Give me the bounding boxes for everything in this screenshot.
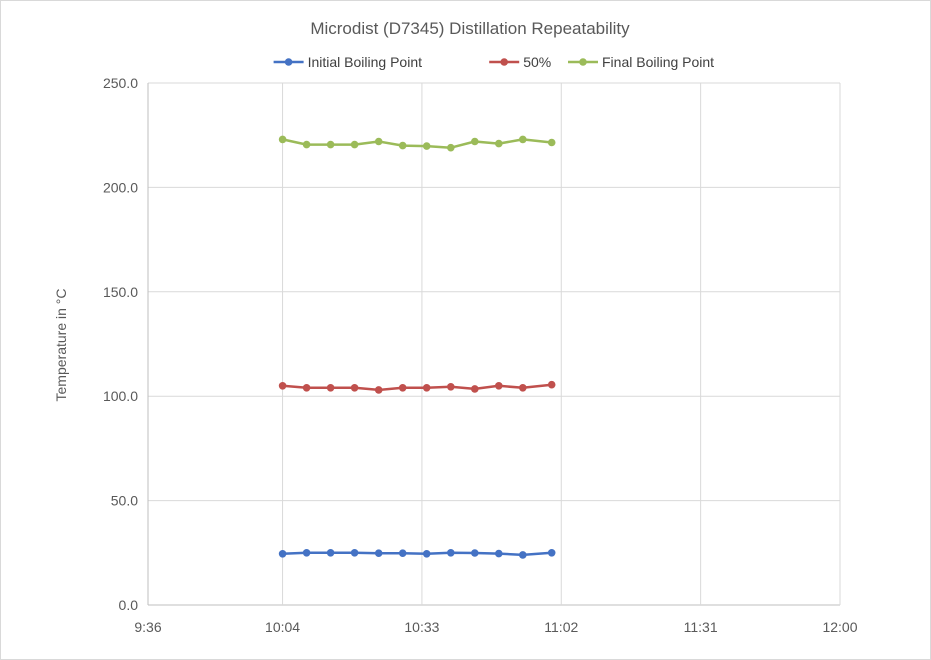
- data-point-final-boiling-point: [519, 135, 527, 144]
- data-point-50: [302, 384, 311, 392]
- data-point-initial-boiling-point: [447, 549, 455, 557]
- legend: Initial Boiling Point 50% Final Boiling Po…: [273, 54, 714, 70]
- series-lines: [282, 138, 552, 557]
- x-tick-label: 11:31: [684, 619, 718, 635]
- y-tick-label: 250.0: [103, 75, 138, 91]
- legend-label: 50%: [523, 54, 551, 70]
- legend-item-initial-boiling-point: Initial Boiling Point: [273, 54, 423, 70]
- data-point-initial-boiling-point: [326, 549, 335, 557]
- data-point-final-boiling-point: [495, 139, 503, 148]
- data-point-final-boiling-point: [447, 143, 455, 152]
- x-axis-tick-labels: 9:36 10:04 10:33 11:02 11:31 12:00: [134, 619, 857, 635]
- data-point-50: [547, 380, 556, 389]
- data-point-50: [326, 384, 335, 392]
- data-point-initial-boiling-point: [278, 550, 287, 558]
- series-line-final-boiling-point: [282, 138, 552, 149]
- data-point-final-boiling-point: [278, 135, 287, 144]
- data-point-initial-boiling-point: [374, 549, 383, 557]
- y-tick-label: 0.0: [119, 597, 139, 613]
- y-tick-label: 50.0: [111, 493, 138, 509]
- data-point-final-boiling-point: [547, 138, 556, 147]
- data-point-final-boiling-point: [374, 137, 383, 146]
- data-point-50: [374, 386, 383, 394]
- data-point-initial-boiling-point: [547, 549, 556, 557]
- y-tick-label: 100.0: [103, 388, 138, 404]
- data-point-final-boiling-point: [471, 137, 479, 146]
- series-line-50: [282, 383, 552, 392]
- data-point-50: [471, 385, 479, 393]
- data-point-initial-boiling-point: [398, 549, 407, 557]
- data-point-50: [398, 384, 407, 392]
- data-point-50: [447, 383, 455, 391]
- legend-swatch-marker: [284, 58, 293, 66]
- data-point-final-boiling-point: [398, 141, 407, 150]
- data-point-final-boiling-point: [422, 142, 431, 150]
- data-point-initial-boiling-point: [302, 549, 311, 557]
- data-point-50: [519, 384, 527, 392]
- data-point-50: [278, 382, 287, 390]
- data-point-initial-boiling-point: [519, 551, 527, 559]
- legend-swatch-marker: [579, 58, 587, 66]
- data-point-initial-boiling-point: [422, 550, 431, 558]
- data-point-50: [495, 382, 503, 390]
- y-axis-tick-labels: 0.0 50.0 100.0 150.0 200.0 250.0: [103, 75, 138, 613]
- data-point-final-boiling-point: [326, 140, 335, 149]
- data-point-initial-boiling-point: [471, 549, 479, 557]
- chart-title: Microdist (D7345) Distillation Repeatabi…: [310, 19, 630, 38]
- data-point-final-boiling-point: [302, 140, 311, 149]
- legend-label: Final Boiling Point: [602, 54, 714, 70]
- legend-item-final-boiling-point: Final Boiling Point: [568, 54, 714, 70]
- legend-item-50: 50%: [489, 54, 551, 70]
- legend-swatch-marker: [500, 58, 509, 66]
- data-point-initial-boiling-point: [495, 549, 503, 558]
- data-point-50: [350, 384, 359, 392]
- legend-label: Initial Boiling Point: [308, 54, 423, 70]
- x-tick-label: 11:02: [544, 619, 578, 635]
- y-tick-label: 200.0: [103, 179, 138, 195]
- x-tick-label: 10:33: [404, 619, 439, 635]
- gridlines: [147, 82, 841, 606]
- series-points: [278, 135, 556, 559]
- y-axis-title: Temperature in °C: [53, 289, 69, 402]
- data-point-50: [422, 384, 431, 392]
- x-tick-label: 12:00: [822, 619, 857, 635]
- x-tick-label: 9:36: [134, 619, 161, 635]
- data-point-final-boiling-point: [350, 140, 359, 149]
- data-point-initial-boiling-point: [350, 549, 359, 557]
- y-tick-label: 150.0: [103, 284, 138, 300]
- x-tick-label: 10:04: [265, 619, 300, 635]
- series-line-initial-boiling-point: [282, 551, 552, 557]
